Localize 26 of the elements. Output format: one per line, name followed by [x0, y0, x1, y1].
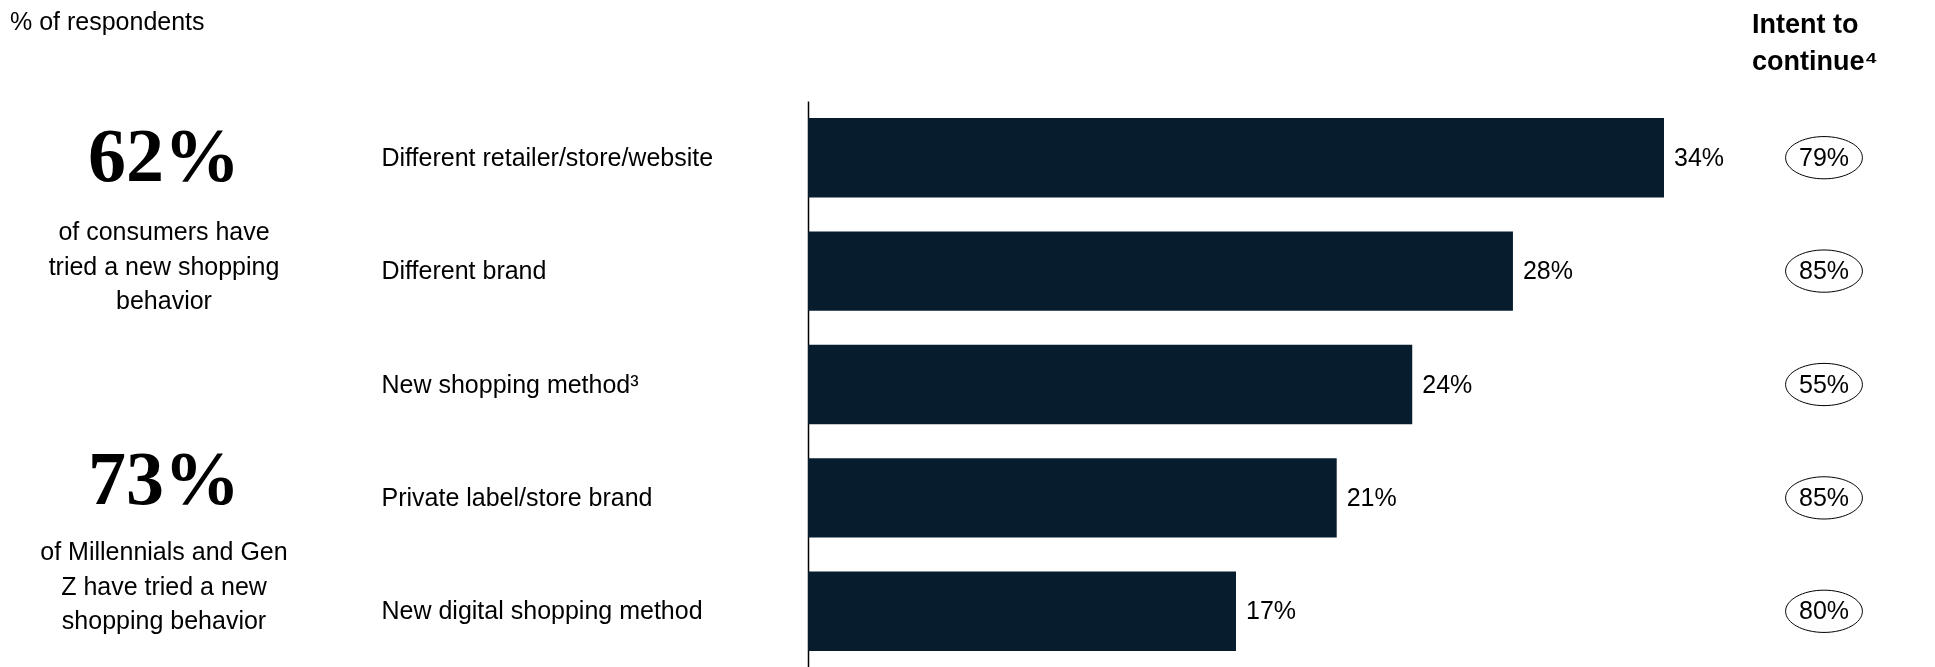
y-tick-label: New shopping method³: [381, 369, 639, 398]
text: Intent to continue⁴: [1752, 9, 1878, 77]
text: of Millennials and Gen Z have tried a new shopping behavior: [40, 537, 288, 634]
text: 79%: [1798, 142, 1850, 171]
text: 55%: [1798, 369, 1850, 398]
text: 85%: [1798, 256, 1850, 285]
data-label: 21%: [1346, 482, 1397, 511]
text: 85%: [1798, 482, 1850, 511]
y-tick-label: New digital shopping method: [381, 596, 703, 625]
y-tick-label: Different brand: [381, 256, 547, 285]
y-tick-label: Different retailer/store/website: [381, 142, 714, 171]
bar: [808, 231, 1513, 311]
y-tick-label: Private label/store brand: [381, 482, 653, 511]
data-label: 28%: [1522, 256, 1573, 285]
bar: [808, 344, 1413, 425]
text: 73%: [88, 436, 240, 520]
data-label: 34%: [1674, 142, 1725, 171]
data-label: 24%: [1422, 369, 1473, 398]
bar: [808, 458, 1337, 538]
bar: [808, 118, 1664, 198]
text: 80%: [1798, 596, 1850, 625]
text: % of respondents: [10, 7, 205, 35]
text: 62%: [88, 113, 240, 197]
bar: [808, 571, 1236, 651]
data-label: 17%: [1246, 596, 1297, 625]
text: of consumers have tried a new shopping behavior: [48, 217, 280, 314]
